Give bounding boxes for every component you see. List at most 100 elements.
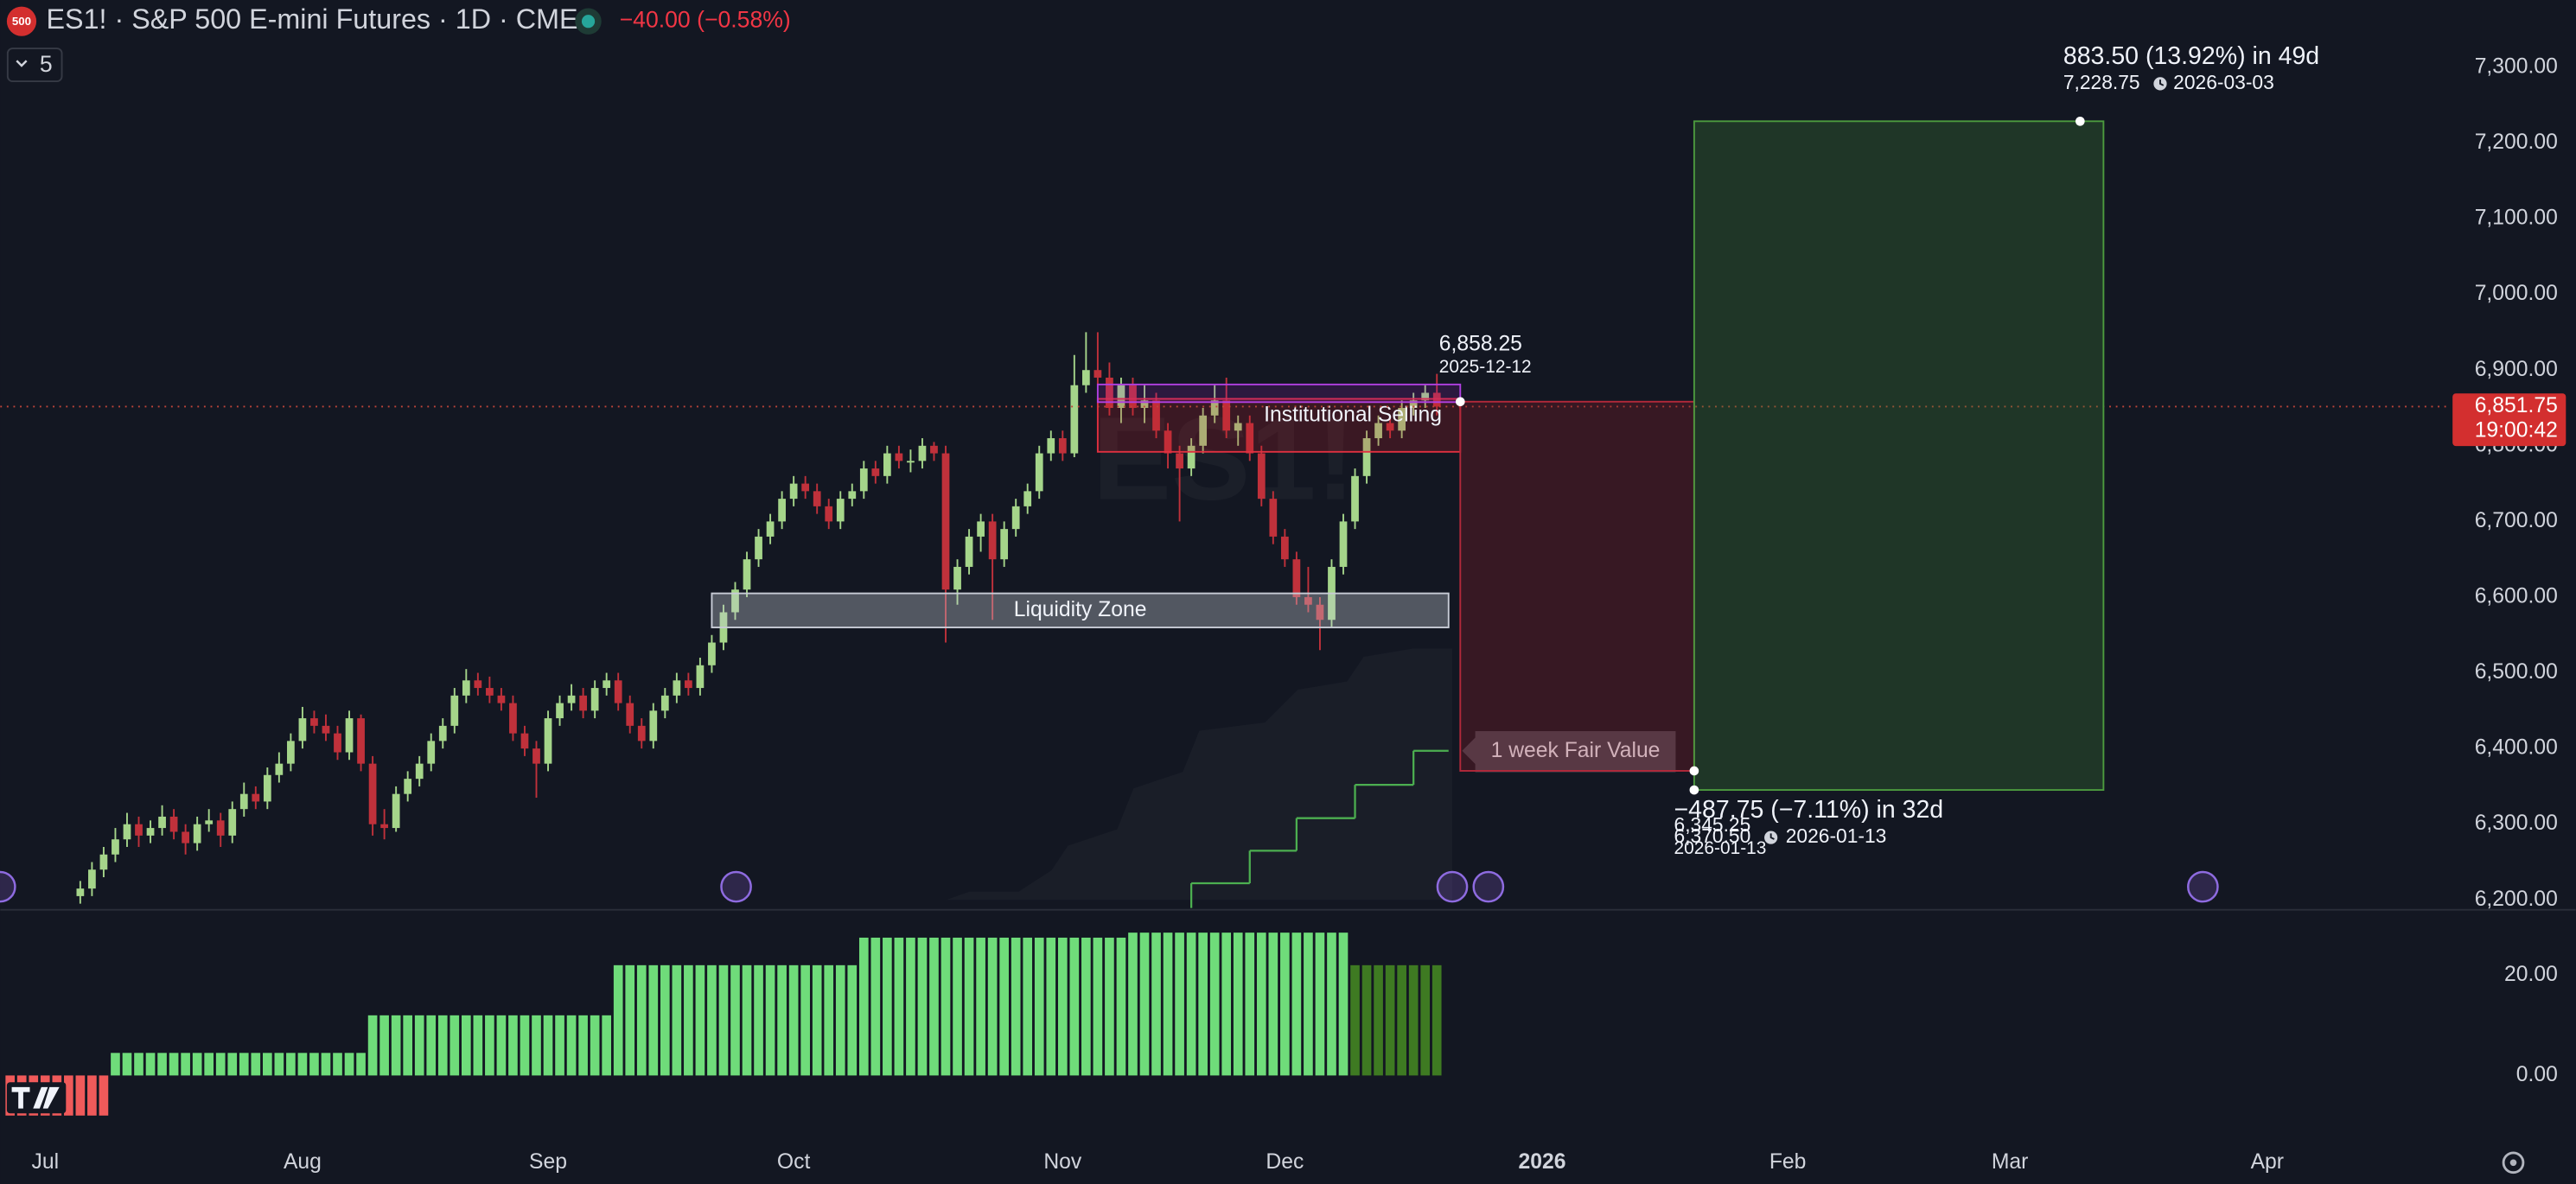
axes: 6,200.00 6,300.00 6,400.00 6,500.00 6,600.00… (31, 54, 2566, 1174)
histogram-bar (1198, 933, 1208, 1076)
histogram-bar (75, 1075, 86, 1116)
candle-body (182, 831, 189, 843)
candle-body (1269, 499, 1278, 537)
candle-body (462, 680, 470, 696)
histogram-bar (1327, 933, 1336, 1076)
histogram-bar (1408, 964, 1419, 1076)
candle-body (392, 793, 400, 829)
histogram-bar (1069, 937, 1080, 1076)
histogram-bar (1128, 933, 1138, 1076)
badge-icon (6, 6, 37, 36)
candle-body (1362, 438, 1371, 476)
candle-body (614, 680, 622, 703)
candle-body (520, 733, 529, 749)
histogram-bar (1151, 933, 1161, 1076)
histogram-bar (1233, 933, 1243, 1076)
indicator-menu[interactable] (6, 48, 63, 83)
candle-body (1257, 453, 1266, 500)
candle-body (743, 559, 751, 590)
candle-body (1234, 423, 1242, 431)
y-tick-label: 6,300.00 (2475, 812, 2558, 835)
histogram-bar (274, 1053, 284, 1076)
histogram-bar (1280, 933, 1290, 1076)
candle-body (216, 820, 225, 836)
histogram-bar (403, 1015, 412, 1076)
candle-body (1058, 438, 1067, 454)
histogram-bar (1397, 964, 1406, 1076)
histogram-bar (976, 937, 985, 1076)
event-icon[interactable] (2187, 870, 2219, 903)
candle-body (918, 445, 927, 462)
histogram-bar (953, 937, 962, 1076)
projection-date: 2026-03-03 (2173, 71, 2274, 93)
projection-box (1459, 400, 1695, 772)
histogram-bar (883, 937, 892, 1076)
candle-body (76, 888, 85, 896)
event-icon[interactable] (0, 870, 16, 903)
fair-value-label: 1 week Fair Value (1491, 739, 1661, 762)
candle-body (673, 680, 681, 696)
candle-body (1246, 423, 1254, 454)
histogram-bar (672, 964, 682, 1076)
candle-body (1409, 400, 1418, 409)
histogram-bar (754, 964, 763, 1076)
candle-body (450, 695, 459, 726)
candle-body (415, 763, 424, 780)
candle-body (801, 483, 810, 492)
histogram-bar (391, 1015, 401, 1076)
histogram-bar (1304, 933, 1313, 1076)
candle-body (1316, 604, 1324, 621)
histogram-bar (309, 1053, 319, 1076)
histogram-bar (227, 1053, 238, 1076)
symbol-title[interactable]: ES1! · S&P 500 E-mini Futures · 1D · CME (46, 3, 577, 35)
clock-hand (1769, 833, 1775, 840)
candle-body (123, 824, 131, 840)
histogram-bar (788, 964, 799, 1076)
histogram-bar (742, 964, 752, 1076)
histogram-bar (251, 1053, 261, 1076)
zone (711, 592, 1450, 628)
x-tick-label: Apr (2251, 1150, 2284, 1174)
candle-body (1421, 392, 1430, 401)
candle-body (708, 642, 716, 665)
candle-body (778, 499, 786, 522)
candle-body (556, 703, 564, 719)
histogram-bar (812, 964, 822, 1076)
candle-body (685, 680, 692, 689)
candle-body (1187, 445, 1196, 469)
histogram-bar (835, 964, 845, 1076)
histogram-bar (940, 937, 951, 1076)
event-icon[interactable] (1436, 870, 1469, 903)
histogram-bar (1163, 933, 1173, 1076)
candle-body (169, 816, 178, 832)
settings-icon[interactable] (2502, 1151, 2525, 1174)
histogram-bar (636, 964, 647, 1076)
projection-price: 6,370.50 (1674, 824, 1751, 847)
histogram-bar (858, 937, 869, 1076)
projection-summary: −487.75 (−7.11%) in 32d (1674, 796, 1944, 824)
x-tick-label: 2026 (1519, 1150, 1566, 1174)
histogram-bar (64, 1075, 73, 1116)
histogram-bar (1023, 937, 1033, 1076)
y-tick-label: 6,700.00 (2475, 509, 2558, 532)
candle-body (590, 688, 599, 711)
event-icon[interactable] (720, 870, 752, 903)
candle-body (977, 521, 985, 537)
histogram-bar (508, 1015, 518, 1076)
histogram-bar (613, 964, 623, 1076)
candle-body (158, 816, 166, 829)
countdown: 19:00:42 (2475, 419, 2558, 442)
histogram-bar (157, 1053, 167, 1076)
histogram-bar (1105, 937, 1114, 1076)
candle-body (427, 741, 436, 764)
candle-body (930, 445, 938, 454)
histogram-bar (496, 1015, 507, 1076)
histogram-bar (1046, 937, 1056, 1076)
event-icon[interactable] (1472, 870, 1505, 903)
histogram-bar (929, 937, 939, 1076)
event-icons (0, 870, 2219, 903)
candle-body (731, 589, 739, 613)
histogram-bar (192, 1053, 202, 1076)
histogram-bar (520, 1015, 530, 1076)
